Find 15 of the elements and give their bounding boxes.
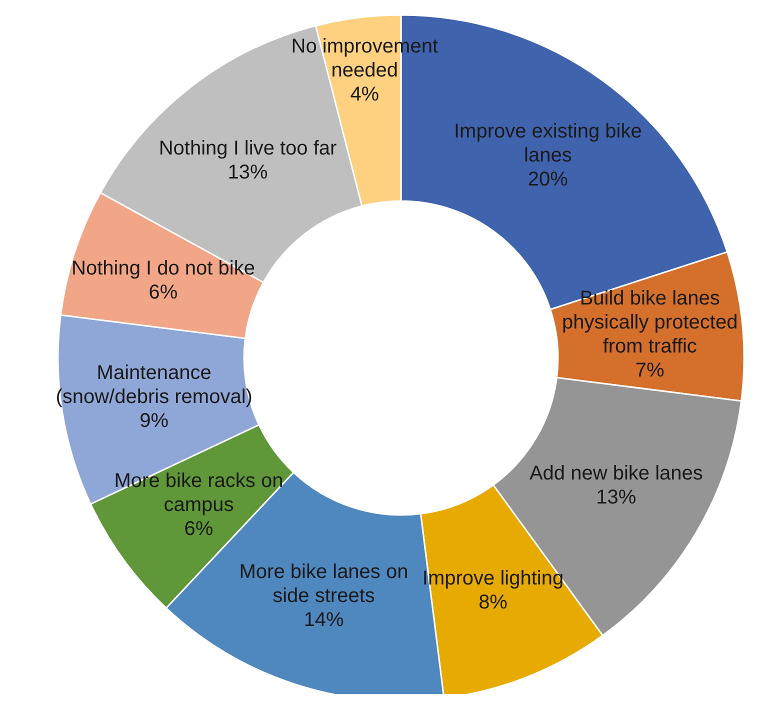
data-label: 13%: [596, 486, 636, 508]
data-label: 8%: [478, 591, 508, 614]
data-label: 20%: [528, 168, 568, 191]
data-label: 6%: [184, 518, 214, 540]
data-label: 14%: [304, 608, 344, 631]
data-label: 4%: [350, 83, 380, 106]
slice-label: Nothing I live too far: [158, 137, 338, 160]
data-label: 9%: [140, 410, 169, 432]
data-label: 6%: [148, 282, 178, 304]
slice-label: Add new bike lanes: [529, 462, 703, 484]
slice-label: More bike lanes on side streets: [239, 560, 408, 607]
data-label: 7%: [635, 359, 665, 382]
slice-label: Build bike lanes physically protected from traffic: [562, 287, 738, 358]
data-label: 13%: [228, 161, 268, 184]
slice-label: Improve existing bike lanes: [454, 120, 642, 167]
